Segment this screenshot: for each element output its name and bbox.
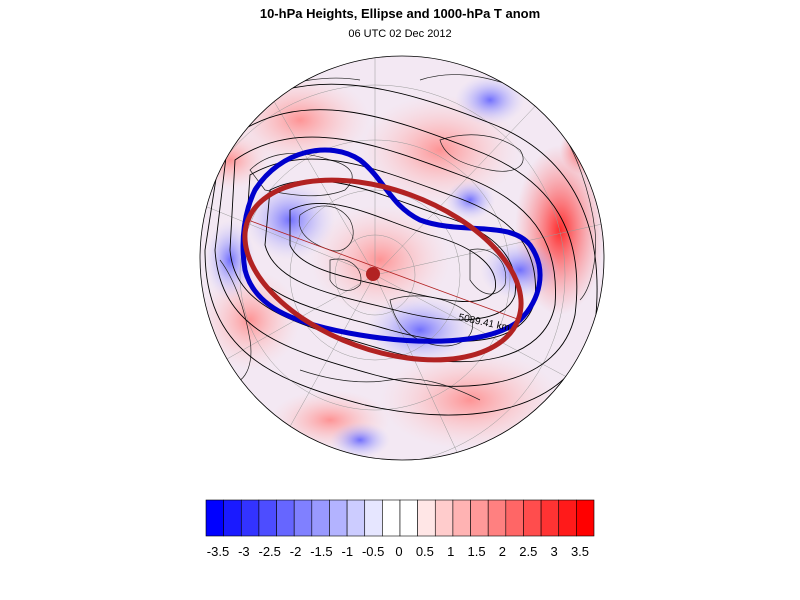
colorbar-swatch (293, 499, 313, 537)
colorbar-tick-label: -1 (342, 544, 354, 559)
globe-outline (199, 55, 605, 461)
colorbar-swatches (205, 499, 595, 537)
colorbar-tick-label: 0 (395, 544, 402, 559)
colorbar-tick-label: 3.5 (571, 544, 589, 559)
chart-title: 10-hPa Heights, Ellipse and 1000-hPa T a… (259, 6, 541, 21)
colorbar-tick-label: -3 (238, 544, 250, 559)
vortex-edge (240, 147, 543, 344)
colorbar-swatch (417, 499, 436, 537)
colorbar-swatch (240, 499, 260, 537)
colorbar-tick-label: 0.5 (416, 544, 434, 559)
colorbar-tick-label: 2 (499, 544, 506, 559)
colorbar-swatch (311, 499, 330, 537)
colorbar-swatch (434, 499, 454, 537)
colorbar-swatch (258, 499, 277, 537)
colorbar-swatch (205, 499, 224, 537)
colorbar-ticks: -3.5 -3 -2.5 -2 -1.5 -1 -0.5 0 0.5 1 1.5 2 2.5 3 3.5 (207, 544, 589, 559)
colorbar-swatch (470, 499, 489, 537)
temperature-anomaly-field (200, 56, 604, 460)
colorbar-swatch (346, 499, 366, 537)
colorbar-swatch (558, 499, 577, 537)
colorbar-swatch (364, 499, 383, 537)
chart-subtitle: 06 UTC 02 Dec 2012 (348, 28, 452, 40)
colorbar-tick-label: 1.5 (468, 544, 486, 559)
colorbar-swatch (399, 499, 418, 537)
colorbar-tick-label: -2.5 (259, 544, 281, 559)
colorbar-tick-label: 3 (551, 544, 558, 559)
colorbar-swatch (329, 499, 348, 537)
ellipse-major-axis (247, 219, 521, 321)
colorbar-swatch (523, 499, 542, 537)
colorbar-tick-label: -0.5 (362, 544, 384, 559)
colorbar-swatch (223, 499, 242, 537)
colorbar-swatch (576, 499, 595, 537)
colorbar-tick-label: -1.5 (310, 544, 332, 559)
coastlines (219, 74, 596, 401)
colorbar-swatch (382, 499, 401, 537)
colorbar-tick-label: 2.5 (519, 544, 537, 559)
colorbar-swatch (452, 499, 471, 537)
colorbar-swatch (505, 499, 524, 537)
colorbar-swatch (487, 499, 507, 537)
colorbar-swatch (276, 499, 295, 537)
ellipse-center-dot (366, 267, 380, 281)
colorbar-swatch (540, 499, 560, 537)
colorbar-tick-label: -2 (290, 544, 302, 559)
colorbar-tick-label: 1 (447, 544, 454, 559)
colorbar-tick-label: -3.5 (207, 544, 229, 559)
